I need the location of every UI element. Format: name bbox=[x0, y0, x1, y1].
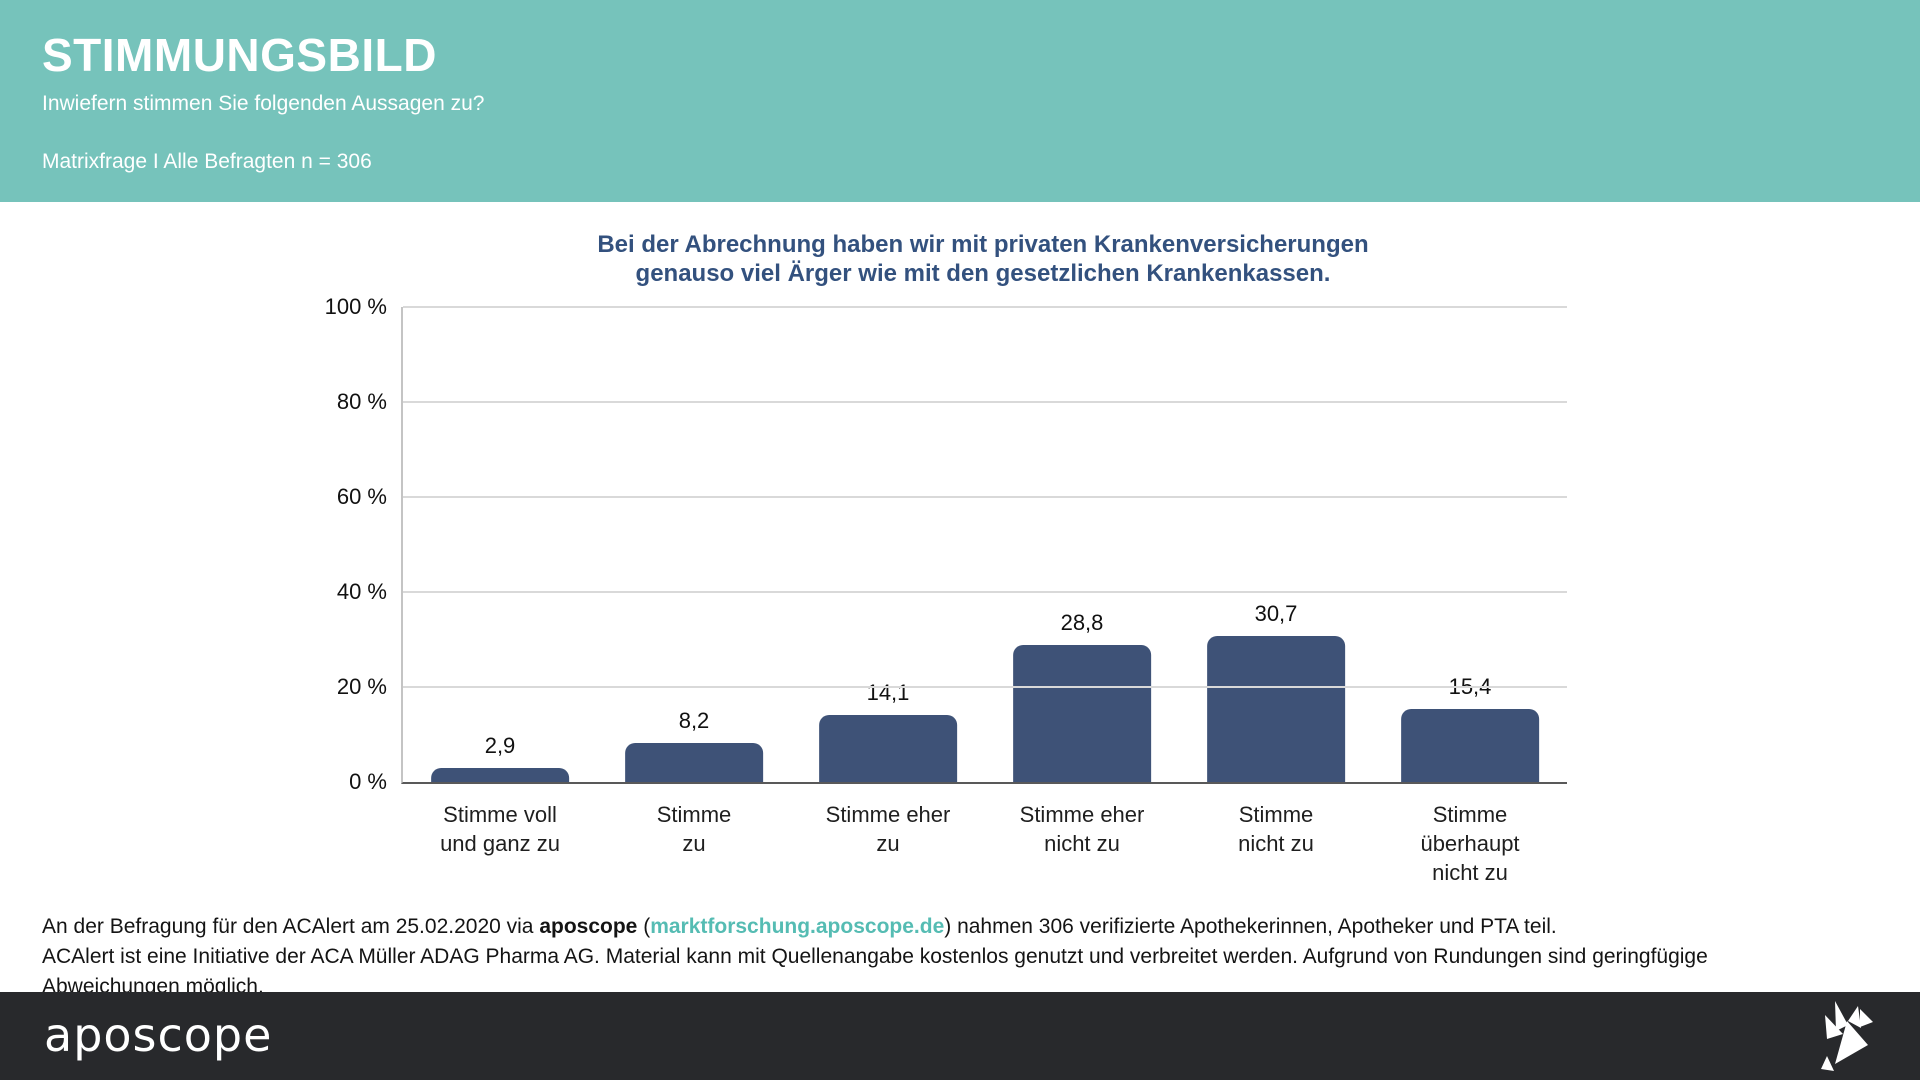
y-axis-tick-label: 0 % bbox=[349, 769, 387, 794]
footnote-line-1: An der Befragung für den ACAlert am 25.0… bbox=[42, 912, 1842, 942]
plot-area: 2,9 8,2 14,1 28,8 30,7 15,4 Stimme voll und g… bbox=[325, 294, 1567, 885]
aposcope-logo: aposcope bbox=[44, 1008, 273, 1062]
bar bbox=[625, 743, 763, 782]
gridline bbox=[403, 401, 1567, 403]
category-axis: Stimme voll und ganz zu Stimme zu Stimme e… bbox=[403, 800, 1567, 887]
category-label: Stimme eher zu bbox=[825, 802, 951, 856]
gridline bbox=[403, 496, 1567, 498]
category-label: Stimme zu bbox=[656, 802, 732, 856]
category-label: Stimme nicht zu bbox=[1238, 802, 1314, 856]
bar-slot: 15,4 bbox=[1373, 307, 1567, 782]
y-axis-tick-label: 20 % bbox=[336, 674, 387, 699]
category-label: Stimme überhaupt nicht zu bbox=[1420, 802, 1520, 885]
chart-title: Bei der Abrechnung haben wir mit private… bbox=[597, 231, 1369, 287]
survey-meta: Matrixfrage I Alle Befragten n = 306 bbox=[42, 150, 372, 173]
bar-slot: 14,1 bbox=[791, 307, 985, 782]
category-label: Stimme eher nicht zu bbox=[1019, 802, 1145, 856]
footnote-paren: ( bbox=[637, 915, 651, 938]
bar bbox=[431, 768, 569, 782]
y-axis-tick-label: 80 % bbox=[336, 389, 387, 414]
y-axis-tick-label: 40 % bbox=[336, 579, 387, 604]
footnote-brand: aposcope bbox=[539, 915, 638, 938]
page-title: STIMMUNGSBILD bbox=[42, 29, 437, 81]
origami-bird-icon bbox=[1814, 1000, 1874, 1072]
bar bbox=[1207, 636, 1345, 782]
bar-value-label: 8,2 bbox=[678, 708, 710, 734]
header-band: STIMMUNGSBILD Inwiefern stimmen Sie folg… bbox=[0, 0, 1920, 202]
footnote-text-end: ) nahmen 306 verifizierte Apothekerinnen… bbox=[944, 915, 1557, 938]
bar-value-label: 14,1 bbox=[866, 680, 910, 706]
gridline bbox=[403, 686, 1567, 688]
bar bbox=[1401, 708, 1539, 782]
bar-value-label: 30,7 bbox=[1254, 601, 1298, 627]
y-axis-tick-label: 60 % bbox=[336, 484, 387, 509]
page-subtitle: Inwiefern stimmen Sie folgenden Aussagen… bbox=[42, 92, 485, 115]
marktforschung-link[interactable]: marktforschung.aposcope.de bbox=[650, 915, 945, 938]
bar-slot: 30,7 bbox=[1179, 307, 1373, 782]
footnote: An der Befragung für den ACAlert am 25.0… bbox=[42, 912, 1842, 1002]
bar-slot: 2,9 bbox=[403, 307, 597, 782]
bar bbox=[819, 715, 957, 782]
footer-bar: aposcope bbox=[0, 992, 1920, 1080]
bar-slot: 8,2 bbox=[597, 307, 791, 782]
gridline bbox=[403, 306, 1567, 308]
bar-value-label: 28,8 bbox=[1060, 610, 1104, 636]
category-label: Stimme voll und ganz zu bbox=[440, 802, 560, 856]
y-axis-tick-label: 100 % bbox=[324, 294, 387, 319]
bars-row: 2,9 8,2 14,1 28,8 30,7 15,4 bbox=[403, 307, 1567, 782]
footnote-text: An der Befragung für den ACAlert am 25.0… bbox=[42, 915, 540, 938]
bar-slot: 28,8 bbox=[985, 307, 1179, 782]
bar-value-label: 2,9 bbox=[484, 733, 516, 759]
gridline bbox=[403, 591, 1567, 593]
bar bbox=[1013, 645, 1151, 782]
